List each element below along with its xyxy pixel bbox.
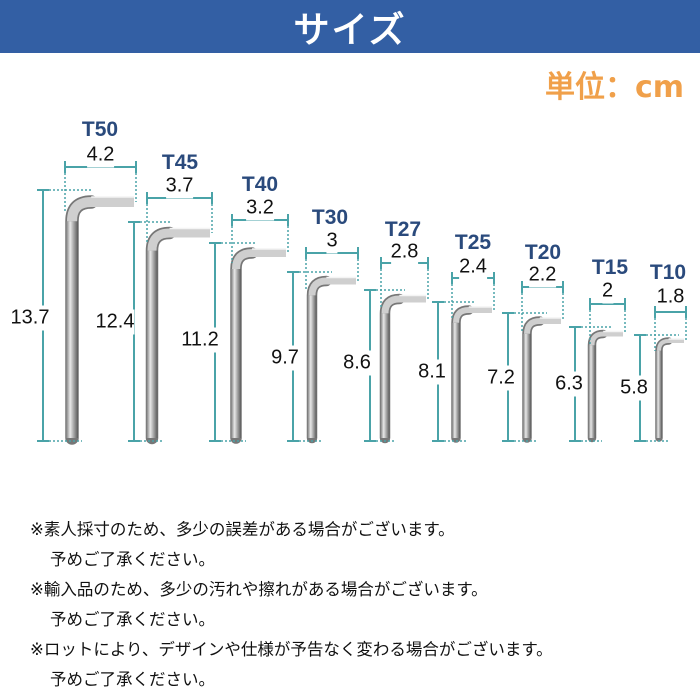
size-name: T25 [454, 231, 492, 254]
size-name: T40 [241, 173, 279, 196]
note: ※輸入品のため、多少の汚れや擦れがある場合がございます。 予めご了承ください。 [30, 580, 488, 629]
size-name: T20 [524, 241, 562, 264]
height-value: 8.6 [343, 350, 371, 376]
width-value: 2.8 [390, 239, 419, 265]
width-value: 4.2 [86, 142, 115, 168]
wrench-long-arm [66, 221, 78, 438]
wrench-long-arm [523, 333, 531, 438]
size-name: T30 [311, 206, 349, 229]
height-value: 13.7 [10, 305, 50, 331]
height-value: 6.3 [555, 371, 583, 397]
height-value: 5.8 [620, 375, 648, 401]
wrench-long-arm [656, 350, 662, 438]
wrench-short-arm [524, 318, 561, 334]
wrench-long-arm [452, 322, 460, 438]
size-name: T15 [591, 256, 629, 279]
page-title: サイズ [293, 9, 407, 51]
note: ※ロットにより、デザインや仕様が予告なく変わる場合がございます。 予めご了承くださ… [30, 640, 553, 689]
width-value: 3 [326, 228, 338, 254]
wrench-short-arm [381, 295, 426, 314]
width-value: 3.2 [246, 195, 274, 221]
size-name: T27 [384, 218, 422, 241]
wrench-long-arm [380, 313, 390, 438]
height-value: 12.4 [95, 309, 135, 335]
size-name: T45 [161, 151, 199, 174]
note: ※素人採寸のため、多少の誤差がある場合がございます。 予めご了承ください。 [30, 520, 455, 569]
wrench-short-arm [147, 228, 210, 251]
unit-label: 単位：cm [544, 70, 684, 105]
width-value: 2.2 [528, 262, 557, 288]
wrench-long-arm [146, 250, 158, 438]
height-value: 11.2 [181, 327, 219, 353]
height-value: 8.1 [418, 359, 446, 385]
wrench-long-arm [588, 345, 596, 438]
wrench-long-arm [307, 295, 317, 438]
wrench-short-arm [308, 277, 356, 296]
wrench-short-arm [657, 339, 684, 351]
size-name: T50 [81, 118, 119, 141]
width-value: 2.4 [459, 254, 487, 280]
header-banner: サイズ [0, 0, 700, 53]
width-value: 1.8 [656, 284, 685, 310]
wrench-long-arm [231, 269, 241, 438]
width-value: 2 [601, 278, 614, 304]
height-value: 9.7 [271, 345, 299, 371]
wrench-short-arm [589, 331, 623, 346]
wrench-short-arm [67, 197, 134, 222]
size-name: T10 [649, 261, 687, 284]
height-value: 7.2 [487, 365, 515, 391]
width-value: 3.7 [165, 173, 194, 199]
wrench-short-arm [453, 307, 492, 323]
wrench-short-arm [232, 249, 286, 270]
notes: ※素人採寸のため、多少の誤差がある場合がございます。 予めご了承ください。 ※輸入… [30, 515, 553, 695]
